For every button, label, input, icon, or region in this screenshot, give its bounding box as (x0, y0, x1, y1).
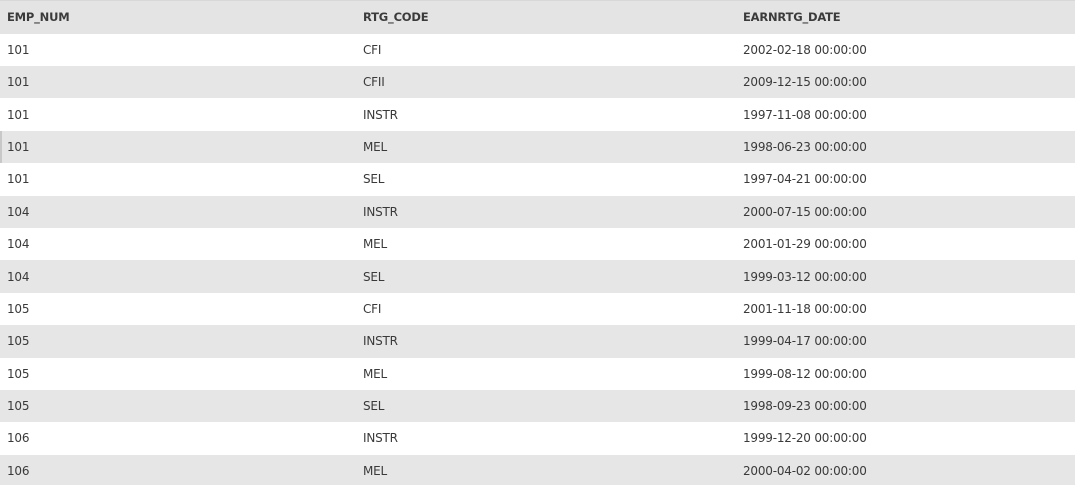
table-row[interactable]: 106 INSTR 1999-12-20 00:00:00 (0, 422, 1075, 455)
column-header-earnrtg-date[interactable]: EARNRTG_DATE (736, 1, 1075, 34)
header-row: EMP_NUM RTG_CODE EARNRTG_DATE (0, 1, 1075, 34)
table-row[interactable]: 101 SEL 1997-04-21 00:00:00 (0, 163, 1075, 196)
cell-rtg-code: SEL (356, 163, 736, 196)
cell-earnrtg-date: 1997-11-08 00:00:00 (736, 98, 1075, 131)
table-row[interactable]: 104 MEL 2001-01-29 00:00:00 (0, 227, 1075, 261)
cell-emp-num: 106 (0, 422, 356, 455)
cell-earnrtg-date: 1998-06-23 00:00:00 (736, 130, 1075, 164)
cell-earnrtg-date: 2000-04-02 00:00:00 (736, 454, 1075, 485)
column-header-emp-num[interactable]: EMP_NUM (0, 1, 356, 34)
column-header-rtg-code[interactable]: RTG_CODE (356, 1, 736, 34)
cell-earnrtg-date: 1997-04-21 00:00:00 (736, 163, 1075, 196)
cell-rtg-code: SEL (356, 260, 736, 293)
cell-earnrtg-date: 1999-04-17 00:00:00 (736, 325, 1075, 358)
table-row[interactable]: 106 MEL 2000-04-02 00:00:00 (0, 454, 1075, 485)
table-row[interactable]: 105 MEL 1999-08-12 00:00:00 (0, 357, 1075, 390)
cell-rtg-code: MEL (356, 130, 736, 164)
cell-earnrtg-date: 2009-12-15 00:00:00 (736, 66, 1075, 99)
table-row[interactable]: 101 MEL 1998-06-23 00:00:00 (0, 130, 1075, 164)
cell-emp-num: 104 (0, 227, 356, 261)
cell-rtg-code: INSTR (356, 98, 736, 131)
cell-earnrtg-date: 2000-07-15 00:00:00 (736, 195, 1075, 228)
cell-rtg-code: MEL (356, 227, 736, 261)
cell-rtg-code: CFI (356, 33, 736, 66)
table-row[interactable]: 105 SEL 1998-09-23 00:00:00 (0, 389, 1075, 423)
cell-earnrtg-date: 2002-02-18 00:00:00 (736, 33, 1075, 66)
cell-rtg-code: MEL (356, 357, 736, 390)
cell-emp-num: 104 (0, 260, 356, 293)
cell-emp-num: 105 (0, 357, 356, 390)
cell-rtg-code: INSTR (356, 325, 736, 358)
cell-emp-num: 101 (0, 33, 356, 66)
cell-emp-num: 101 (0, 163, 356, 196)
cell-rtg-code: INSTR (356, 422, 736, 455)
cell-emp-num: 105 (0, 389, 356, 423)
cell-emp-num: 101 (0, 98, 356, 131)
cell-earnrtg-date: 1998-09-23 00:00:00 (736, 389, 1075, 423)
cell-rtg-code: MEL (356, 454, 736, 485)
table-row[interactable]: 101 CFI 2002-02-18 00:00:00 (0, 33, 1075, 66)
cell-earnrtg-date: 2001-11-18 00:00:00 (736, 292, 1075, 326)
cell-rtg-code: INSTR (356, 195, 736, 228)
table-body: 101 CFI 2002-02-18 00:00:00 101 CFII 2009-12-… (0, 33, 1075, 485)
cell-rtg-code: CFI (356, 292, 736, 326)
cell-earnrtg-date: 1999-12-20 00:00:00 (736, 422, 1075, 455)
table-row[interactable]: 105 CFI 2001-11-18 00:00:00 (0, 292, 1075, 326)
cell-emp-num: 101 (0, 130, 356, 164)
table-header: EMP_NUM RTG_CODE EARNRTG_DATE (0, 1, 1075, 34)
cell-emp-num: 104 (0, 195, 356, 228)
cell-rtg-code: SEL (356, 389, 736, 423)
cell-earnrtg-date: 1999-03-12 00:00:00 (736, 260, 1075, 293)
cell-earnrtg-date: 1999-08-12 00:00:00 (736, 357, 1075, 390)
cell-emp-num: 106 (0, 454, 356, 485)
cell-emp-num: 105 (0, 292, 356, 326)
table-row[interactable]: 105 INSTR 1999-04-17 00:00:00 (0, 325, 1075, 358)
cell-emp-num: 101 (0, 66, 356, 99)
table-row[interactable]: 104 SEL 1999-03-12 00:00:00 (0, 260, 1075, 293)
table-row[interactable]: 101 CFII 2009-12-15 00:00:00 (0, 66, 1075, 99)
cell-earnrtg-date: 2001-01-29 00:00:00 (736, 227, 1075, 261)
cell-emp-num: 105 (0, 325, 356, 358)
table-row[interactable]: 101 INSTR 1997-11-08 00:00:00 (0, 98, 1075, 131)
cell-rtg-code: CFII (356, 66, 736, 99)
table-row[interactable]: 104 INSTR 2000-07-15 00:00:00 (0, 195, 1075, 228)
